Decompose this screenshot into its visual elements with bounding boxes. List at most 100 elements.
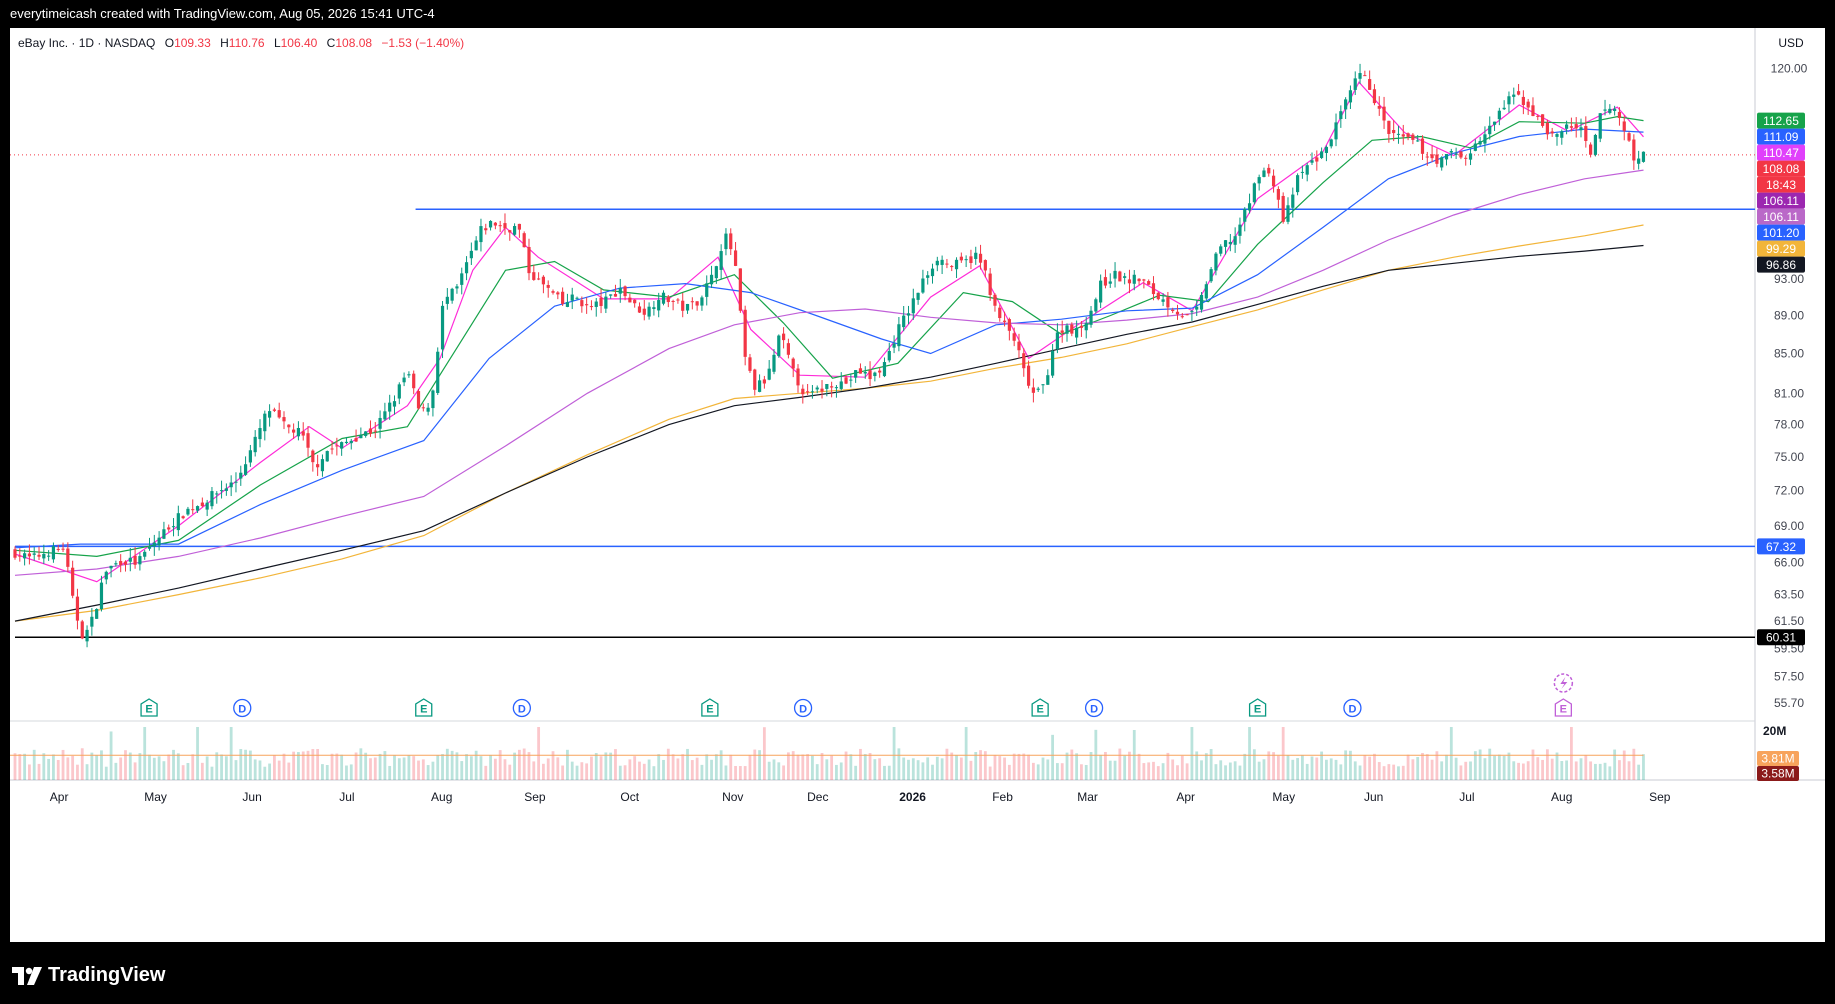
candle-body bbox=[412, 373, 416, 389]
volume-bar bbox=[647, 759, 651, 780]
volume-bar bbox=[316, 749, 320, 780]
candle-body bbox=[1247, 203, 1252, 211]
volume-bar bbox=[23, 753, 27, 780]
chart-panel[interactable]: 120.00 93.00 89.00 85.00 81.00 78.00 75.00 72.0… bbox=[10, 28, 1825, 942]
candle-body bbox=[1026, 365, 1031, 386]
volume-bar bbox=[1267, 751, 1271, 780]
candle-body bbox=[479, 226, 483, 243]
volume-bar bbox=[719, 750, 723, 780]
candle-body bbox=[1305, 165, 1309, 175]
volume-bar bbox=[465, 754, 468, 780]
candle-body bbox=[1103, 277, 1108, 286]
candle-body bbox=[27, 553, 32, 557]
candle-body bbox=[786, 343, 790, 355]
candle-body bbox=[191, 509, 195, 511]
volume-bar bbox=[1618, 760, 1621, 780]
candle-body bbox=[935, 260, 939, 266]
candle-body bbox=[85, 629, 89, 642]
volume-bar bbox=[734, 765, 737, 780]
volume-bar bbox=[100, 750, 103, 780]
candle-body bbox=[1579, 127, 1583, 131]
legend-symbol: eBay Inc. · 1D · NASDAQ bbox=[18, 36, 156, 50]
volume-bar bbox=[239, 749, 243, 780]
volume-bar bbox=[1219, 760, 1223, 780]
candle-body bbox=[1416, 140, 1420, 142]
candle-body bbox=[1593, 134, 1598, 155]
candle-body bbox=[873, 372, 877, 377]
volume-bar bbox=[1560, 761, 1564, 780]
volume-bar bbox=[844, 751, 848, 780]
candle-body bbox=[469, 250, 473, 259]
volume-bar bbox=[868, 753, 872, 780]
candle-body bbox=[1084, 323, 1088, 331]
candle-body bbox=[633, 299, 637, 304]
candle-body bbox=[878, 370, 882, 373]
candle-body bbox=[1046, 375, 1050, 385]
volume-bar bbox=[695, 757, 699, 780]
candle-body bbox=[541, 276, 546, 285]
volume-bar bbox=[364, 752, 368, 780]
candle-body bbox=[820, 388, 824, 392]
volume-bar bbox=[964, 727, 968, 780]
volume-bar bbox=[412, 756, 416, 780]
candle-body bbox=[1123, 276, 1127, 278]
volume-bar bbox=[883, 765, 886, 780]
volume-bar bbox=[743, 766, 747, 780]
price-tag-label: 96.86 bbox=[1766, 258, 1796, 272]
candle-body bbox=[215, 493, 219, 495]
tradingview-logo-icon bbox=[12, 966, 42, 985]
candle-body bbox=[575, 297, 579, 299]
volume-bar bbox=[1574, 761, 1578, 780]
volume-bar bbox=[1128, 751, 1131, 780]
candle-body bbox=[32, 553, 36, 555]
x-tick-label: Nov bbox=[722, 790, 743, 804]
candle-body bbox=[243, 464, 248, 475]
candle-body bbox=[56, 548, 60, 550]
volume-bar bbox=[349, 764, 353, 780]
y-tick-label: 55.70 bbox=[1774, 696, 1804, 710]
candle-body bbox=[416, 391, 421, 409]
candle-body bbox=[1598, 113, 1602, 139]
x-tick-label: Feb bbox=[992, 790, 1013, 804]
earnings-marker bbox=[1031, 698, 1049, 717]
volume-bar bbox=[85, 764, 89, 780]
volume-bar bbox=[517, 749, 521, 780]
volume-bar bbox=[950, 752, 954, 780]
candle-body bbox=[258, 428, 262, 440]
y-tick-label: 61.50 bbox=[1774, 614, 1804, 628]
volume-bar bbox=[782, 765, 785, 780]
candle-body bbox=[1017, 341, 1021, 351]
price-chart[interactable]: 120.00 93.00 89.00 85.00 81.00 78.00 75.00 72.0… bbox=[10, 28, 1825, 942]
price-tag-label: 112.65 bbox=[1763, 114, 1799, 128]
x-tick-label: May bbox=[1272, 790, 1295, 804]
candle-body bbox=[1041, 384, 1045, 386]
volume-bar bbox=[522, 748, 526, 780]
candle-body bbox=[378, 417, 382, 429]
volume-bar bbox=[1281, 727, 1285, 780]
tradingview-logo[interactable]: TradingView bbox=[12, 964, 165, 987]
volume-bar bbox=[561, 765, 565, 780]
volume-bar bbox=[1147, 762, 1151, 780]
volume-bar bbox=[945, 748, 949, 780]
candle-body bbox=[1550, 131, 1554, 134]
candle-body bbox=[1444, 154, 1449, 160]
candle-body bbox=[1363, 75, 1367, 77]
price-tag-label: 108.08 bbox=[1763, 162, 1800, 176]
candle-body bbox=[801, 388, 805, 395]
currency-label[interactable]: USD bbox=[1778, 36, 1804, 50]
candle-body bbox=[1132, 274, 1136, 284]
volume-bar bbox=[1036, 764, 1040, 780]
volume-bar bbox=[1161, 763, 1165, 780]
volume-bar bbox=[671, 754, 675, 780]
volume-bar bbox=[878, 758, 882, 780]
volume-bar bbox=[729, 754, 733, 780]
volume-bar bbox=[974, 752, 978, 780]
candle-body bbox=[1137, 278, 1141, 282]
candle-body bbox=[455, 286, 459, 289]
volume-bar bbox=[224, 756, 228, 780]
volume-bar bbox=[1080, 764, 1083, 780]
volume-bar bbox=[393, 755, 396, 780]
volume-bar bbox=[445, 748, 449, 780]
volume-bar bbox=[1401, 765, 1405, 780]
candle-body bbox=[709, 274, 714, 285]
